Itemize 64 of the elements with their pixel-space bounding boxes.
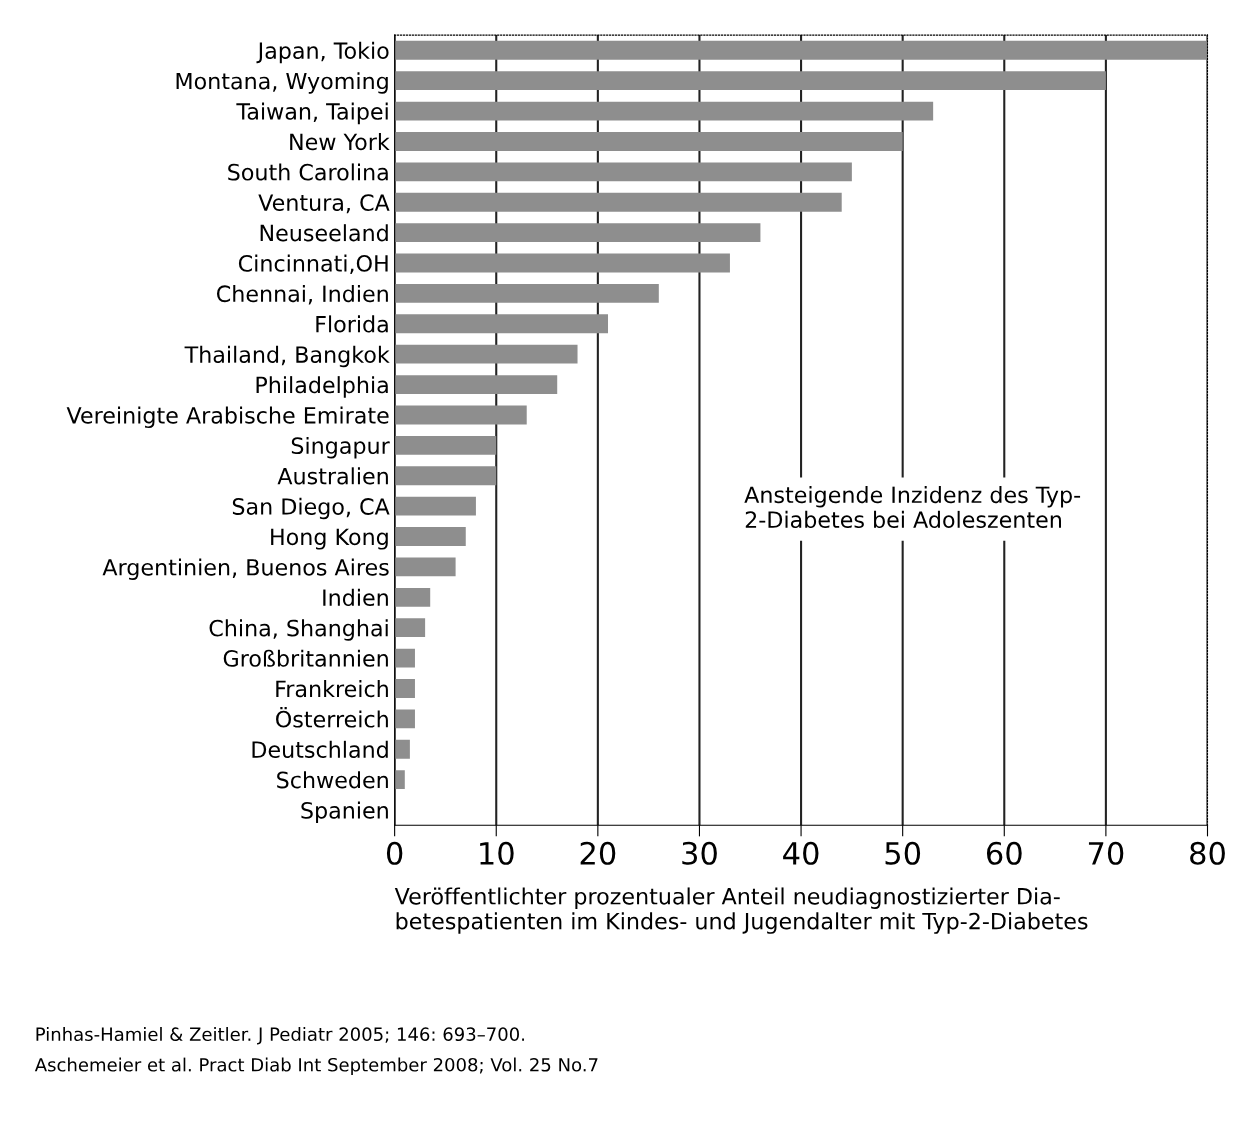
y-tick-label: Indien xyxy=(323,588,388,607)
text: Pinhas-Hamiel & Zeitler. J Pediatr 2005; 146: 693–700. xyxy=(36,1027,524,1045)
bar xyxy=(394,375,558,394)
bar xyxy=(394,344,578,364)
bar xyxy=(394,770,405,790)
y-tick-label: Florida xyxy=(316,315,388,333)
bar xyxy=(394,192,842,212)
bar xyxy=(394,496,476,516)
y-tick-label: Vereinigte Arabische Emirate xyxy=(66,406,389,429)
bar xyxy=(394,527,466,546)
y-tick-label: Frankreich xyxy=(276,680,388,698)
bar xyxy=(394,557,456,577)
bar xyxy=(394,679,415,698)
y-tick-label: South Carolina xyxy=(228,163,388,181)
y-tick-label: Schweden xyxy=(277,771,388,789)
x-tick-label: 40 xyxy=(783,841,819,865)
y-tick-label: Taiwan, Taipei xyxy=(236,102,388,125)
x-tick-label: 30 xyxy=(682,841,717,865)
bar xyxy=(394,101,934,121)
y-tick-label: Neuseeland xyxy=(260,224,388,242)
y-tick-label: China, Shanghai xyxy=(209,619,388,641)
bar xyxy=(394,466,497,486)
y-tick-label: Ventura, CA xyxy=(258,194,390,214)
y-tick-label: Japan, Tokio xyxy=(256,41,389,64)
x-tick-label: 10 xyxy=(480,841,514,865)
x-axis-title: Veröffentlichter prozentualer Anteil neudiagnostizierter Dia- betespatienten im Kindes- und Jugendalter mit Typ-2-Diabetes xyxy=(394,887,1088,934)
bar xyxy=(394,709,415,729)
y-tick-label: Thailand, Bangkok xyxy=(184,345,390,368)
y-tick-label: Argentinien, Buenos Aires xyxy=(102,558,389,580)
y-tick-label: Spanien xyxy=(301,801,388,824)
bar xyxy=(394,405,527,425)
bar xyxy=(394,253,730,273)
bar xyxy=(394,314,609,334)
x-tick-label: 60 xyxy=(986,841,1022,865)
bar xyxy=(394,283,659,303)
y-tick-label: Australien xyxy=(277,467,388,485)
y-tick-label: Cincinnati,OH xyxy=(238,254,388,275)
bar xyxy=(394,223,761,243)
bar xyxy=(394,648,415,668)
y-tick-label: Montana, Wyoming xyxy=(176,72,388,94)
x-tick-label: 0 xyxy=(386,841,403,865)
y-tick-label: Hong Kong xyxy=(271,528,388,550)
bar xyxy=(394,132,903,151)
bar xyxy=(394,739,410,759)
annotation: Ansteigende Inzidenz des Typ- 2-Diabetes bei Adoleszenten xyxy=(744,485,1081,529)
bar xyxy=(394,40,1208,60)
text: Aschemeier et al. Pract Diab Int September 2008; Vol. 25 No.7 xyxy=(34,1057,598,1076)
y-tick-label: Philadelphia xyxy=(256,376,388,398)
bar xyxy=(394,587,431,607)
y-tick-label: San Diego, CA xyxy=(232,497,390,520)
y-tick-label: Deutschland xyxy=(252,740,388,759)
bar xyxy=(394,435,497,455)
y-tick-label: Österreich xyxy=(276,707,388,728)
bar xyxy=(394,71,1106,91)
y-tick-label: Chennai, Indien xyxy=(216,284,388,305)
y-tick-label: New York xyxy=(290,133,390,151)
x-tick-label: 80 xyxy=(1190,841,1225,865)
y-tick-label: Singapur xyxy=(291,436,390,459)
x-tick-label: 70 xyxy=(1088,841,1124,865)
x-tick-label: 50 xyxy=(885,841,921,865)
bar xyxy=(394,618,426,638)
bar xyxy=(394,162,852,182)
y-tick-label: Großbritannien xyxy=(223,649,388,667)
x-tick-label: 20 xyxy=(580,841,616,865)
